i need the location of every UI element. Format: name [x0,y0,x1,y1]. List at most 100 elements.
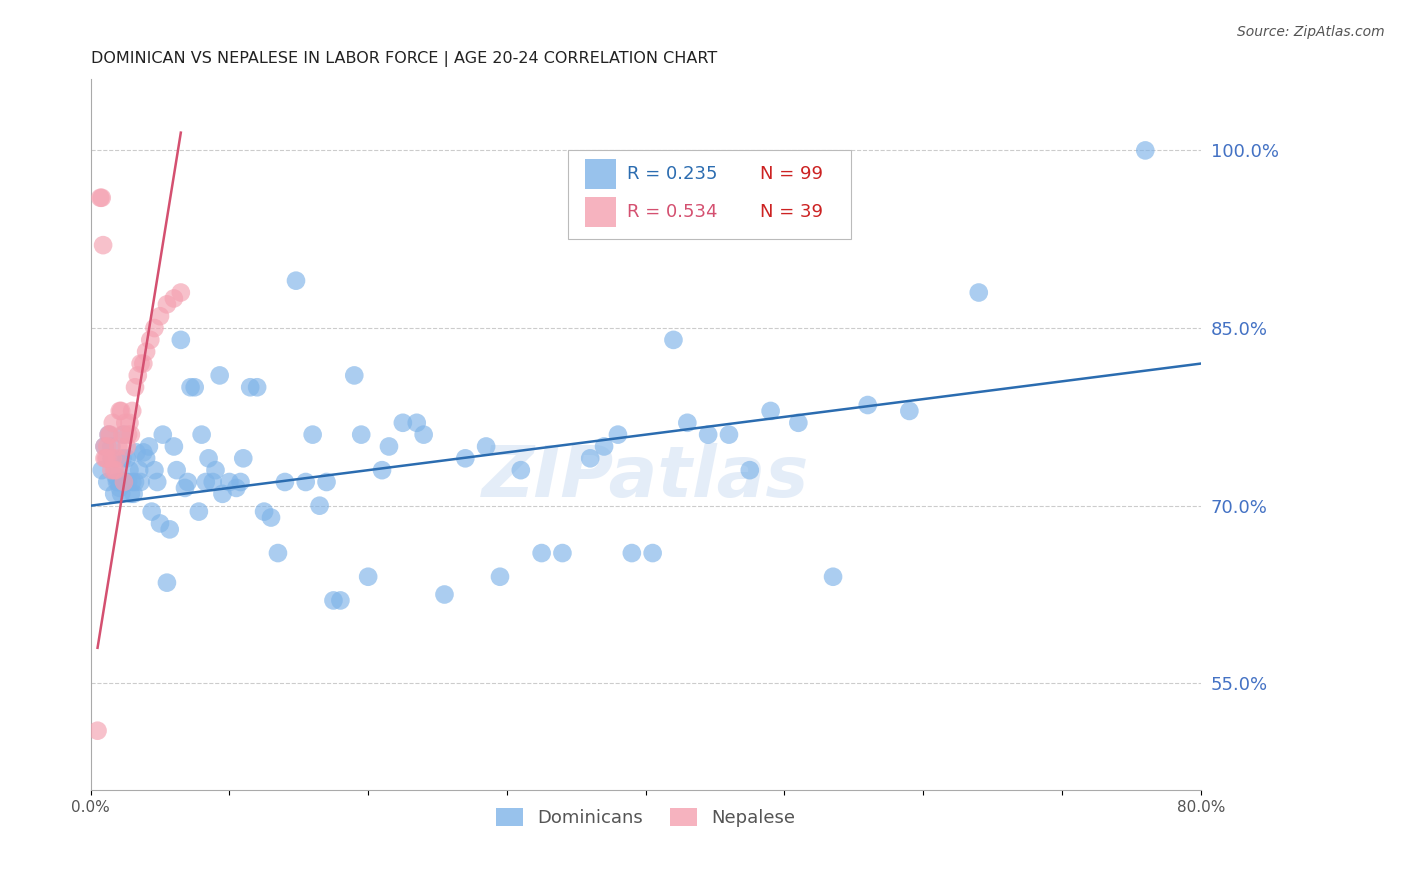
FancyBboxPatch shape [568,151,851,239]
Point [98,427,121,442]
Text: Source: ZipAtlas.com: Source: ZipAtlas.com [1237,25,1385,39]
Point [454,451,477,466]
Legend: Dominicans, Nepalese: Dominicans, Nepalese [488,800,803,834]
Point [120,427,142,442]
Point [125,445,148,459]
Point [91,238,114,252]
Point [246,380,269,394]
Point [204,463,226,477]
Point [166,463,188,477]
Point [211,487,233,501]
Point [607,427,630,442]
Point [100,463,122,477]
Point [697,427,720,442]
Point [1135,144,1157,158]
Point [267,546,290,560]
Point [108,481,131,495]
Point [121,404,143,418]
Point [111,427,134,442]
Point [156,575,179,590]
Point [717,427,740,442]
Point [489,570,512,584]
Point [114,475,136,489]
Point [579,451,602,466]
Point [122,487,145,501]
Point [89,191,111,205]
Point [620,546,643,560]
Point [114,416,136,430]
Point [152,427,174,442]
Point [641,546,664,560]
Point [96,451,118,466]
Point [357,570,380,584]
Point [183,380,205,394]
Point [112,427,135,442]
Point [412,427,434,442]
Point [105,475,128,489]
Text: ZIPatlas: ZIPatlas [482,442,810,512]
Point [86,723,108,738]
Point [112,475,135,489]
Point [110,404,132,418]
Point [90,191,112,205]
Point [135,451,157,466]
Point [138,440,160,454]
Point [170,285,193,300]
Point [208,368,231,383]
FancyBboxPatch shape [585,197,616,227]
Point [551,546,574,560]
Point [163,440,186,454]
Point [343,368,366,383]
Point [274,475,297,489]
Point [129,475,152,489]
Point [120,487,142,501]
Point [93,440,115,454]
Point [115,451,138,466]
Text: N = 99: N = 99 [761,165,823,183]
Point [129,357,152,371]
Point [174,481,197,495]
Point [96,440,118,454]
Point [128,463,150,477]
Point [378,440,401,454]
Point [111,451,134,466]
Point [180,380,202,394]
Point [117,475,139,489]
Point [103,463,125,477]
Point [821,570,844,584]
Point [110,487,132,501]
Point [97,427,120,442]
Point [967,285,990,300]
FancyBboxPatch shape [585,159,616,189]
Point [107,440,129,454]
Point [738,463,761,477]
Point [115,440,138,454]
Point [143,321,166,335]
Point [105,451,128,466]
Point [260,510,283,524]
Point [107,475,129,489]
Point [103,487,125,501]
Point [149,309,172,323]
Point [225,481,247,495]
Point [94,451,117,466]
Text: N = 39: N = 39 [761,203,823,221]
Point [475,440,498,454]
Text: R = 0.235: R = 0.235 [627,165,717,183]
Point [104,463,127,477]
Point [218,475,240,489]
Point [190,427,212,442]
Point [285,274,308,288]
Point [194,475,217,489]
Point [315,475,337,489]
Point [294,475,316,489]
Point [124,380,146,394]
Point [149,516,172,531]
Point [509,463,531,477]
Point [187,505,209,519]
Point [90,463,112,477]
Point [96,475,118,489]
Point [101,416,124,430]
Point [530,546,553,560]
Point [159,522,181,536]
